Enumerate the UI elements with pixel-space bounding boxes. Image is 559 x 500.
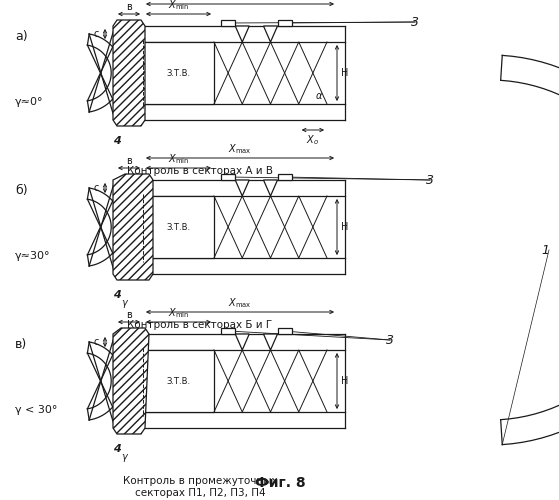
Polygon shape <box>113 174 153 280</box>
Bar <box>278 328 292 334</box>
Polygon shape <box>235 180 249 196</box>
Polygon shape <box>113 20 145 126</box>
Text: в: в <box>126 2 132 12</box>
Text: а): а) <box>15 30 27 43</box>
Text: c: c <box>93 183 99 193</box>
Bar <box>278 20 292 26</box>
Bar <box>143 350 214 412</box>
Text: 3: 3 <box>386 334 394 346</box>
Text: H: H <box>341 222 348 232</box>
Bar <box>143 196 214 258</box>
Text: $X_{\rm max}$: $X_{\rm max}$ <box>228 0 252 2</box>
Text: в): в) <box>15 338 27 351</box>
Text: α: α <box>316 91 322 101</box>
Text: б): б) <box>15 184 27 197</box>
Text: 4: 4 <box>113 290 121 300</box>
Polygon shape <box>263 334 277 350</box>
Polygon shape <box>263 26 277 42</box>
Text: γ≈0°: γ≈0° <box>15 97 44 107</box>
Text: Контроль в промежуточных
секторах П1, П2, П3, П4: Контроль в промежуточных секторах П1, П2… <box>122 476 277 498</box>
Polygon shape <box>235 334 249 350</box>
Text: З.Т.В.: З.Т.В. <box>167 376 191 386</box>
Text: Контроль в секторах А и В: Контроль в секторах А и В <box>127 166 273 176</box>
Text: H: H <box>341 376 348 386</box>
Text: γ≈30°: γ≈30° <box>15 251 50 261</box>
Text: Фиг. 8: Фиг. 8 <box>255 476 305 490</box>
Text: γ: γ <box>121 452 127 462</box>
Text: 3: 3 <box>426 174 434 186</box>
Text: $X_{\rm max}$: $X_{\rm max}$ <box>228 142 252 156</box>
Bar <box>221 20 235 26</box>
Polygon shape <box>235 26 249 42</box>
Text: 4: 4 <box>113 444 121 454</box>
Polygon shape <box>263 180 277 196</box>
Text: H: H <box>341 68 348 78</box>
Text: 3: 3 <box>411 16 419 28</box>
Polygon shape <box>113 328 149 434</box>
Text: 1: 1 <box>541 244 549 256</box>
Text: $X_{\rm min}$: $X_{\rm min}$ <box>168 0 189 12</box>
Text: c: c <box>93 337 99 347</box>
Text: c: c <box>93 29 99 39</box>
Text: $X_o$: $X_o$ <box>306 133 319 147</box>
Bar <box>221 174 235 180</box>
Bar <box>221 328 235 334</box>
Text: γ: γ <box>121 298 127 308</box>
Text: Контроль в секторах Б и Г: Контроль в секторах Б и Г <box>127 320 273 330</box>
Text: $X_{\rm min}$: $X_{\rm min}$ <box>168 152 189 166</box>
Text: γ < 30°: γ < 30° <box>15 405 58 415</box>
Text: З.Т.В.: З.Т.В. <box>167 68 191 78</box>
Text: в: в <box>126 310 132 320</box>
Bar <box>143 42 214 104</box>
Bar <box>278 174 292 180</box>
Text: $X_{\rm min}$: $X_{\rm min}$ <box>168 306 189 320</box>
Text: $X_{\rm max}$: $X_{\rm max}$ <box>228 296 252 310</box>
Text: 4: 4 <box>113 136 121 146</box>
Text: З.Т.В.: З.Т.В. <box>167 222 191 232</box>
Text: в: в <box>126 156 132 166</box>
